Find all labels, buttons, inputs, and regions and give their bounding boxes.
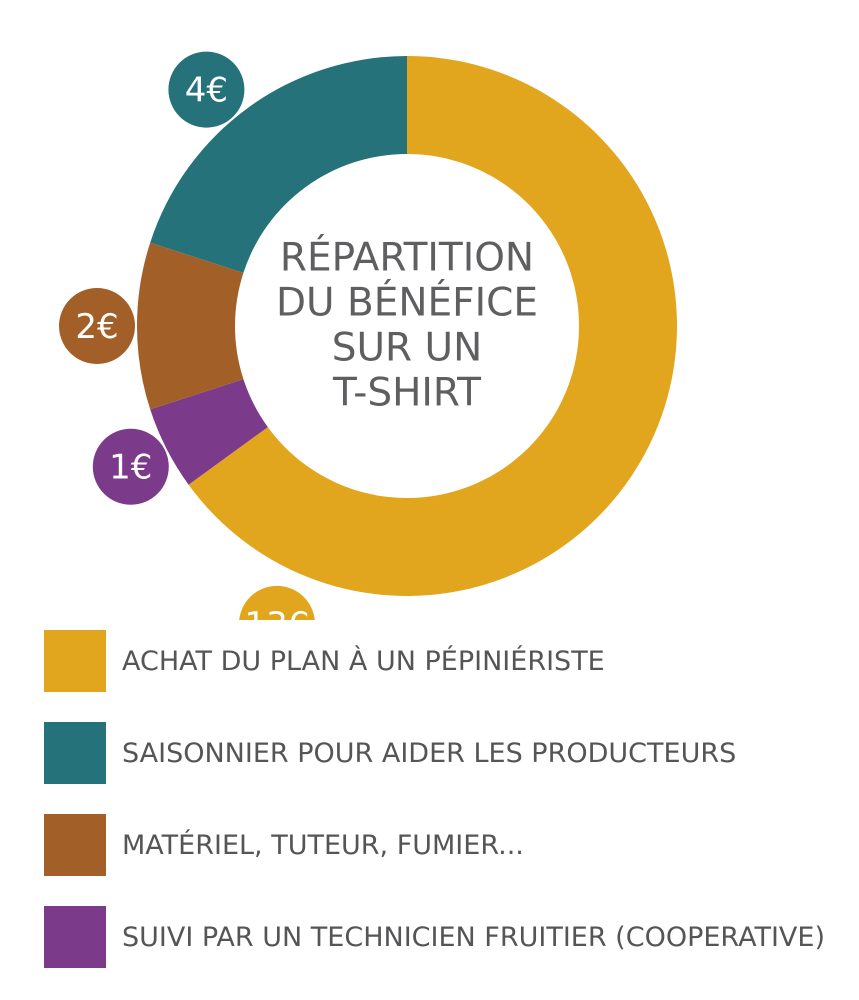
value-badge-circle	[59, 288, 135, 364]
legend-swatch	[44, 906, 106, 968]
legend-label: SUIVI PAR UN TECHNICIEN FRUITIER (COOPER…	[122, 921, 825, 953]
donut-slice	[188, 56, 677, 596]
value-label: 13€	[245, 605, 310, 620]
legend: ACHAT DU PLAN À UN PÉPINIÉRISTE SAISONNI…	[44, 630, 844, 998]
chart-title-line: T-SHIRT	[332, 371, 481, 416]
value-label: 1€	[109, 448, 152, 488]
value-badge-circle	[168, 51, 245, 128]
legend-item-suivi: SUIVI PAR UN TECHNICIEN FRUITIER (COOPER…	[44, 906, 844, 968]
chart-title-line: RÉPARTITION	[280, 234, 534, 281]
legend-item-materiel: MATÉRIEL, TUTEUR, FUMIER...	[44, 814, 844, 876]
donut-slice	[150, 56, 408, 273]
value-badge-circle	[92, 428, 169, 505]
chart-title-line: SUR UN	[332, 326, 483, 371]
value-label: 2€	[75, 307, 118, 347]
chart-title: RÉPARTITION DU BÉNÉFICE SUR UN T-SHIRT	[276, 234, 538, 416]
value-badges: 13€ 1€ 2€ 4€	[59, 51, 315, 620]
donut-slice	[150, 379, 268, 485]
value-badge-circle	[239, 585, 315, 620]
legend-item-saisonnier: SAISONNIER POUR AIDER LES PRODUCTEURS	[44, 722, 844, 784]
chart-title-line: DU BÉNÉFICE	[276, 279, 538, 326]
legend-swatch	[44, 722, 106, 784]
legend-label: SAISONNIER POUR AIDER LES PRODUCTEURS	[122, 737, 737, 769]
donut-slice	[137, 242, 244, 410]
value-badge: 1€	[92, 428, 169, 505]
donut-slices	[137, 56, 677, 596]
value-badge: 2€	[59, 288, 135, 364]
value-badge: 13€	[239, 585, 315, 620]
value-label: 4€	[185, 71, 228, 111]
legend-label: ACHAT DU PLAN À UN PÉPINIÉRISTE	[122, 645, 605, 677]
legend-swatch	[44, 814, 106, 876]
value-badge: 4€	[168, 51, 245, 128]
legend-item-achat: ACHAT DU PLAN À UN PÉPINIÉRISTE	[44, 630, 844, 692]
legend-label: MATÉRIEL, TUTEUR, FUMIER...	[122, 829, 524, 861]
legend-swatch	[44, 630, 106, 692]
